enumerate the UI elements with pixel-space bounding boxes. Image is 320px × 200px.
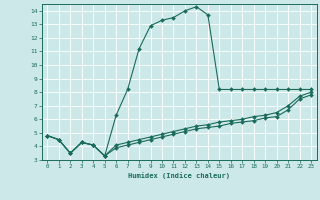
X-axis label: Humidex (Indice chaleur): Humidex (Indice chaleur) <box>128 172 230 179</box>
